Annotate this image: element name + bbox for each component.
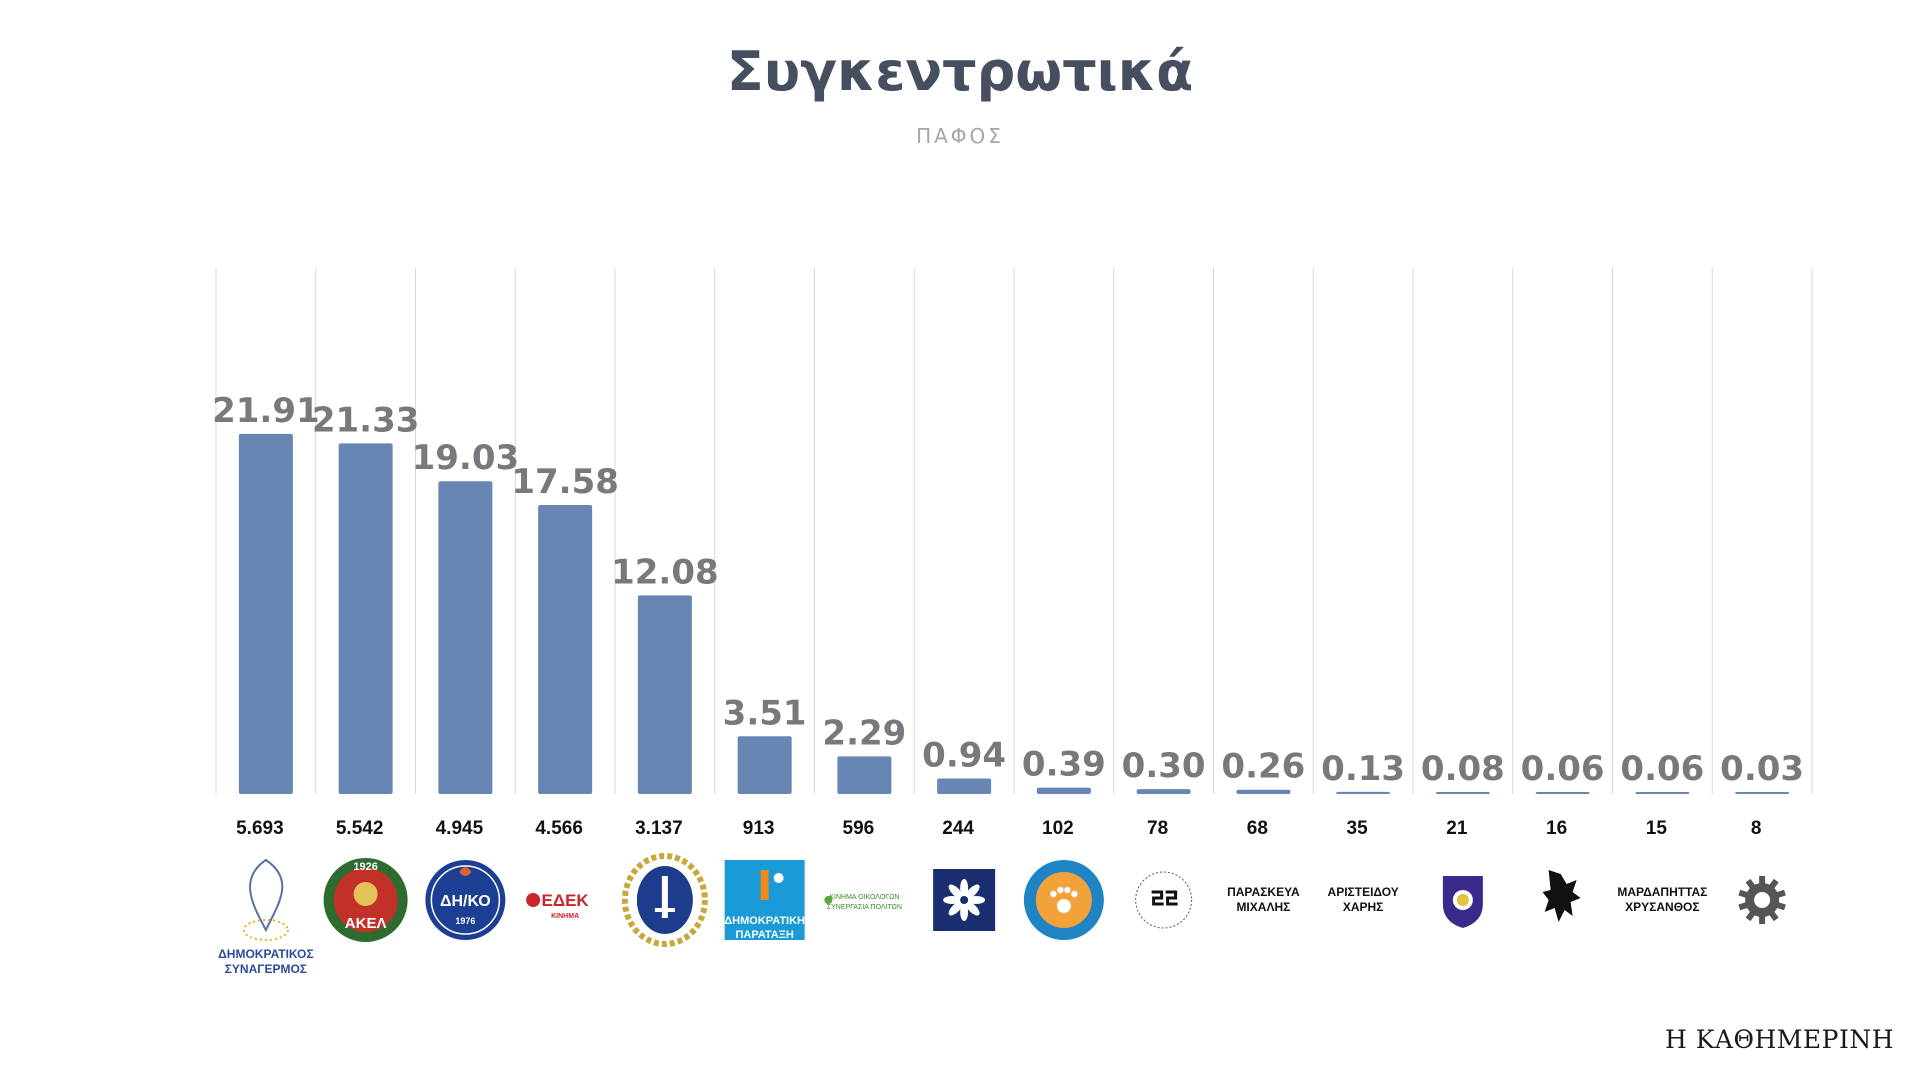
edek-logo: ΕΔΕΚ ΚΙΝΗΜΑ bbox=[526, 891, 589, 920]
bar bbox=[837, 756, 892, 794]
bar bbox=[238, 433, 293, 794]
value-label: 0.08 bbox=[1421, 749, 1505, 789]
value-label: 0.39 bbox=[1022, 745, 1106, 785]
category-text: ΑΡΙΣΤΕΙΔΟΥ bbox=[1328, 885, 1399, 899]
value-label: 17.58 bbox=[511, 462, 619, 502]
category-text: 1976 bbox=[455, 916, 475, 926]
vote-count-label: 16 bbox=[1546, 818, 1567, 839]
dipa-logo: ΔΗΜΟΚΡΑΤΙΚΗ ΠΑΡΑΤΑΞΗ bbox=[724, 860, 805, 941]
vote-count-label: 8 bbox=[1751, 818, 1762, 839]
bar bbox=[637, 595, 692, 794]
bar bbox=[1136, 789, 1191, 794]
category-text: ΚΙΝΗΜΑ bbox=[551, 913, 579, 920]
value-label: 2.29 bbox=[822, 713, 906, 753]
bar bbox=[1236, 789, 1291, 794]
category-text: ΜΙΧΑΛΗΣ bbox=[1236, 900, 1290, 914]
category-text: ΠΑΡΑΣΚΕΥΑ bbox=[1227, 885, 1300, 899]
value-label: 12.08 bbox=[611, 552, 719, 592]
vote-count-label: 102 bbox=[1042, 818, 1074, 839]
category-text: ΠΑΡΑΤΑΞΗ bbox=[735, 929, 793, 941]
vote-count-label: 5.693 bbox=[236, 818, 284, 839]
vote-count-label: 3.137 bbox=[635, 818, 683, 839]
animal-party-logo bbox=[1023, 860, 1104, 940]
category-text: ΚΙΝΗΜΑ ΟΙΚΟΛΟΓΩΝ bbox=[829, 894, 899, 901]
category-text: ΧΑΡΗΣ bbox=[1343, 900, 1384, 914]
flower-logo bbox=[933, 869, 996, 931]
vote-count-label: 244 bbox=[942, 818, 974, 839]
value-label: 0.30 bbox=[1122, 746, 1206, 786]
elam-logo bbox=[621, 853, 708, 947]
value-label: 0.03 bbox=[1720, 749, 1804, 789]
value-label: 19.03 bbox=[412, 438, 520, 478]
bar bbox=[538, 505, 593, 794]
citizens-alliance-logo: ΚΙΝΗΜΑ ΟΙΚΟΛΟΓΩΝ ΣΥΝΕΡΓΑΣΙΑ ΠΟΛΙΤΩΝ bbox=[824, 894, 902, 911]
page-title: Συγκεντρωτικά bbox=[726, 40, 1194, 103]
bar bbox=[1535, 792, 1590, 794]
diko-logo: ΔΗ/ΚΟ 1976 bbox=[425, 860, 506, 940]
bar bbox=[1635, 792, 1690, 794]
value-label: 3.51 bbox=[723, 693, 807, 733]
category-text: 1926 bbox=[353, 861, 377, 873]
category-text: ΧΡΥΣΑΝΘΟΣ bbox=[1625, 900, 1699, 914]
value-label: 0.06 bbox=[1620, 749, 1704, 789]
vote-count-label: 4.945 bbox=[436, 818, 484, 839]
category-text: ΔΗΜΟΚΡΑΤΙΚΟΣ bbox=[218, 947, 313, 961]
category-text: ΜΑΡΔΑΠΗΤΤΑΣ bbox=[1617, 885, 1707, 899]
bar bbox=[737, 736, 792, 794]
category-text: ΣΥΝΑΓΕΡΜΟΣ bbox=[225, 962, 307, 976]
lion-logo bbox=[1542, 870, 1581, 922]
page-subtitle: ΠΑΦΟΣ bbox=[916, 124, 1004, 148]
bar bbox=[1336, 791, 1391, 794]
vote-count-label: 15 bbox=[1646, 818, 1668, 839]
brand-wordmark: Η ΚΑΘΗΜΕΡΙΝΗ bbox=[1665, 1025, 1894, 1054]
value-label: 21.91 bbox=[212, 391, 320, 431]
vote-count-label: 21 bbox=[1446, 818, 1468, 839]
vote-count-label: 35 bbox=[1347, 818, 1369, 839]
category-text: ΔΗ/ΚΟ bbox=[440, 893, 491, 910]
vote-count-label: 913 bbox=[743, 818, 775, 839]
value-label: 0.06 bbox=[1521, 749, 1605, 789]
category-text: ΣΥΝΕΡΓΑΣΙΑ ΠΟΛΙΤΩΝ bbox=[827, 904, 902, 911]
vote-count-label: 68 bbox=[1247, 818, 1268, 839]
vote-count-label: 78 bbox=[1147, 818, 1168, 839]
bar bbox=[1036, 787, 1091, 794]
akel-logo: 1926 ΑΚΕΛ bbox=[323, 858, 408, 942]
category-text: ΔΗΜΟΚΡΑΤΙΚΗ bbox=[724, 915, 805, 927]
bar bbox=[1735, 792, 1790, 794]
vote-count-label: 4.566 bbox=[535, 818, 583, 839]
shield-logo bbox=[1442, 876, 1483, 928]
bar bbox=[1435, 792, 1490, 794]
value-label: 0.94 bbox=[922, 736, 1006, 776]
bar bbox=[438, 481, 493, 794]
category-text: ΕΔΕΚ bbox=[542, 891, 590, 910]
bar bbox=[338, 443, 393, 794]
bar bbox=[937, 778, 992, 794]
value-label: 0.13 bbox=[1321, 749, 1405, 789]
category-text: ΑΚΕΛ bbox=[345, 915, 387, 932]
circle-emblem-logo bbox=[1135, 871, 1193, 929]
value-label: 0.26 bbox=[1221, 747, 1305, 787]
gear-logo bbox=[1738, 876, 1786, 924]
value-label: 21.33 bbox=[312, 400, 420, 440]
vote-count-label: 596 bbox=[843, 818, 875, 839]
vote-count-label: 5.542 bbox=[336, 818, 384, 839]
